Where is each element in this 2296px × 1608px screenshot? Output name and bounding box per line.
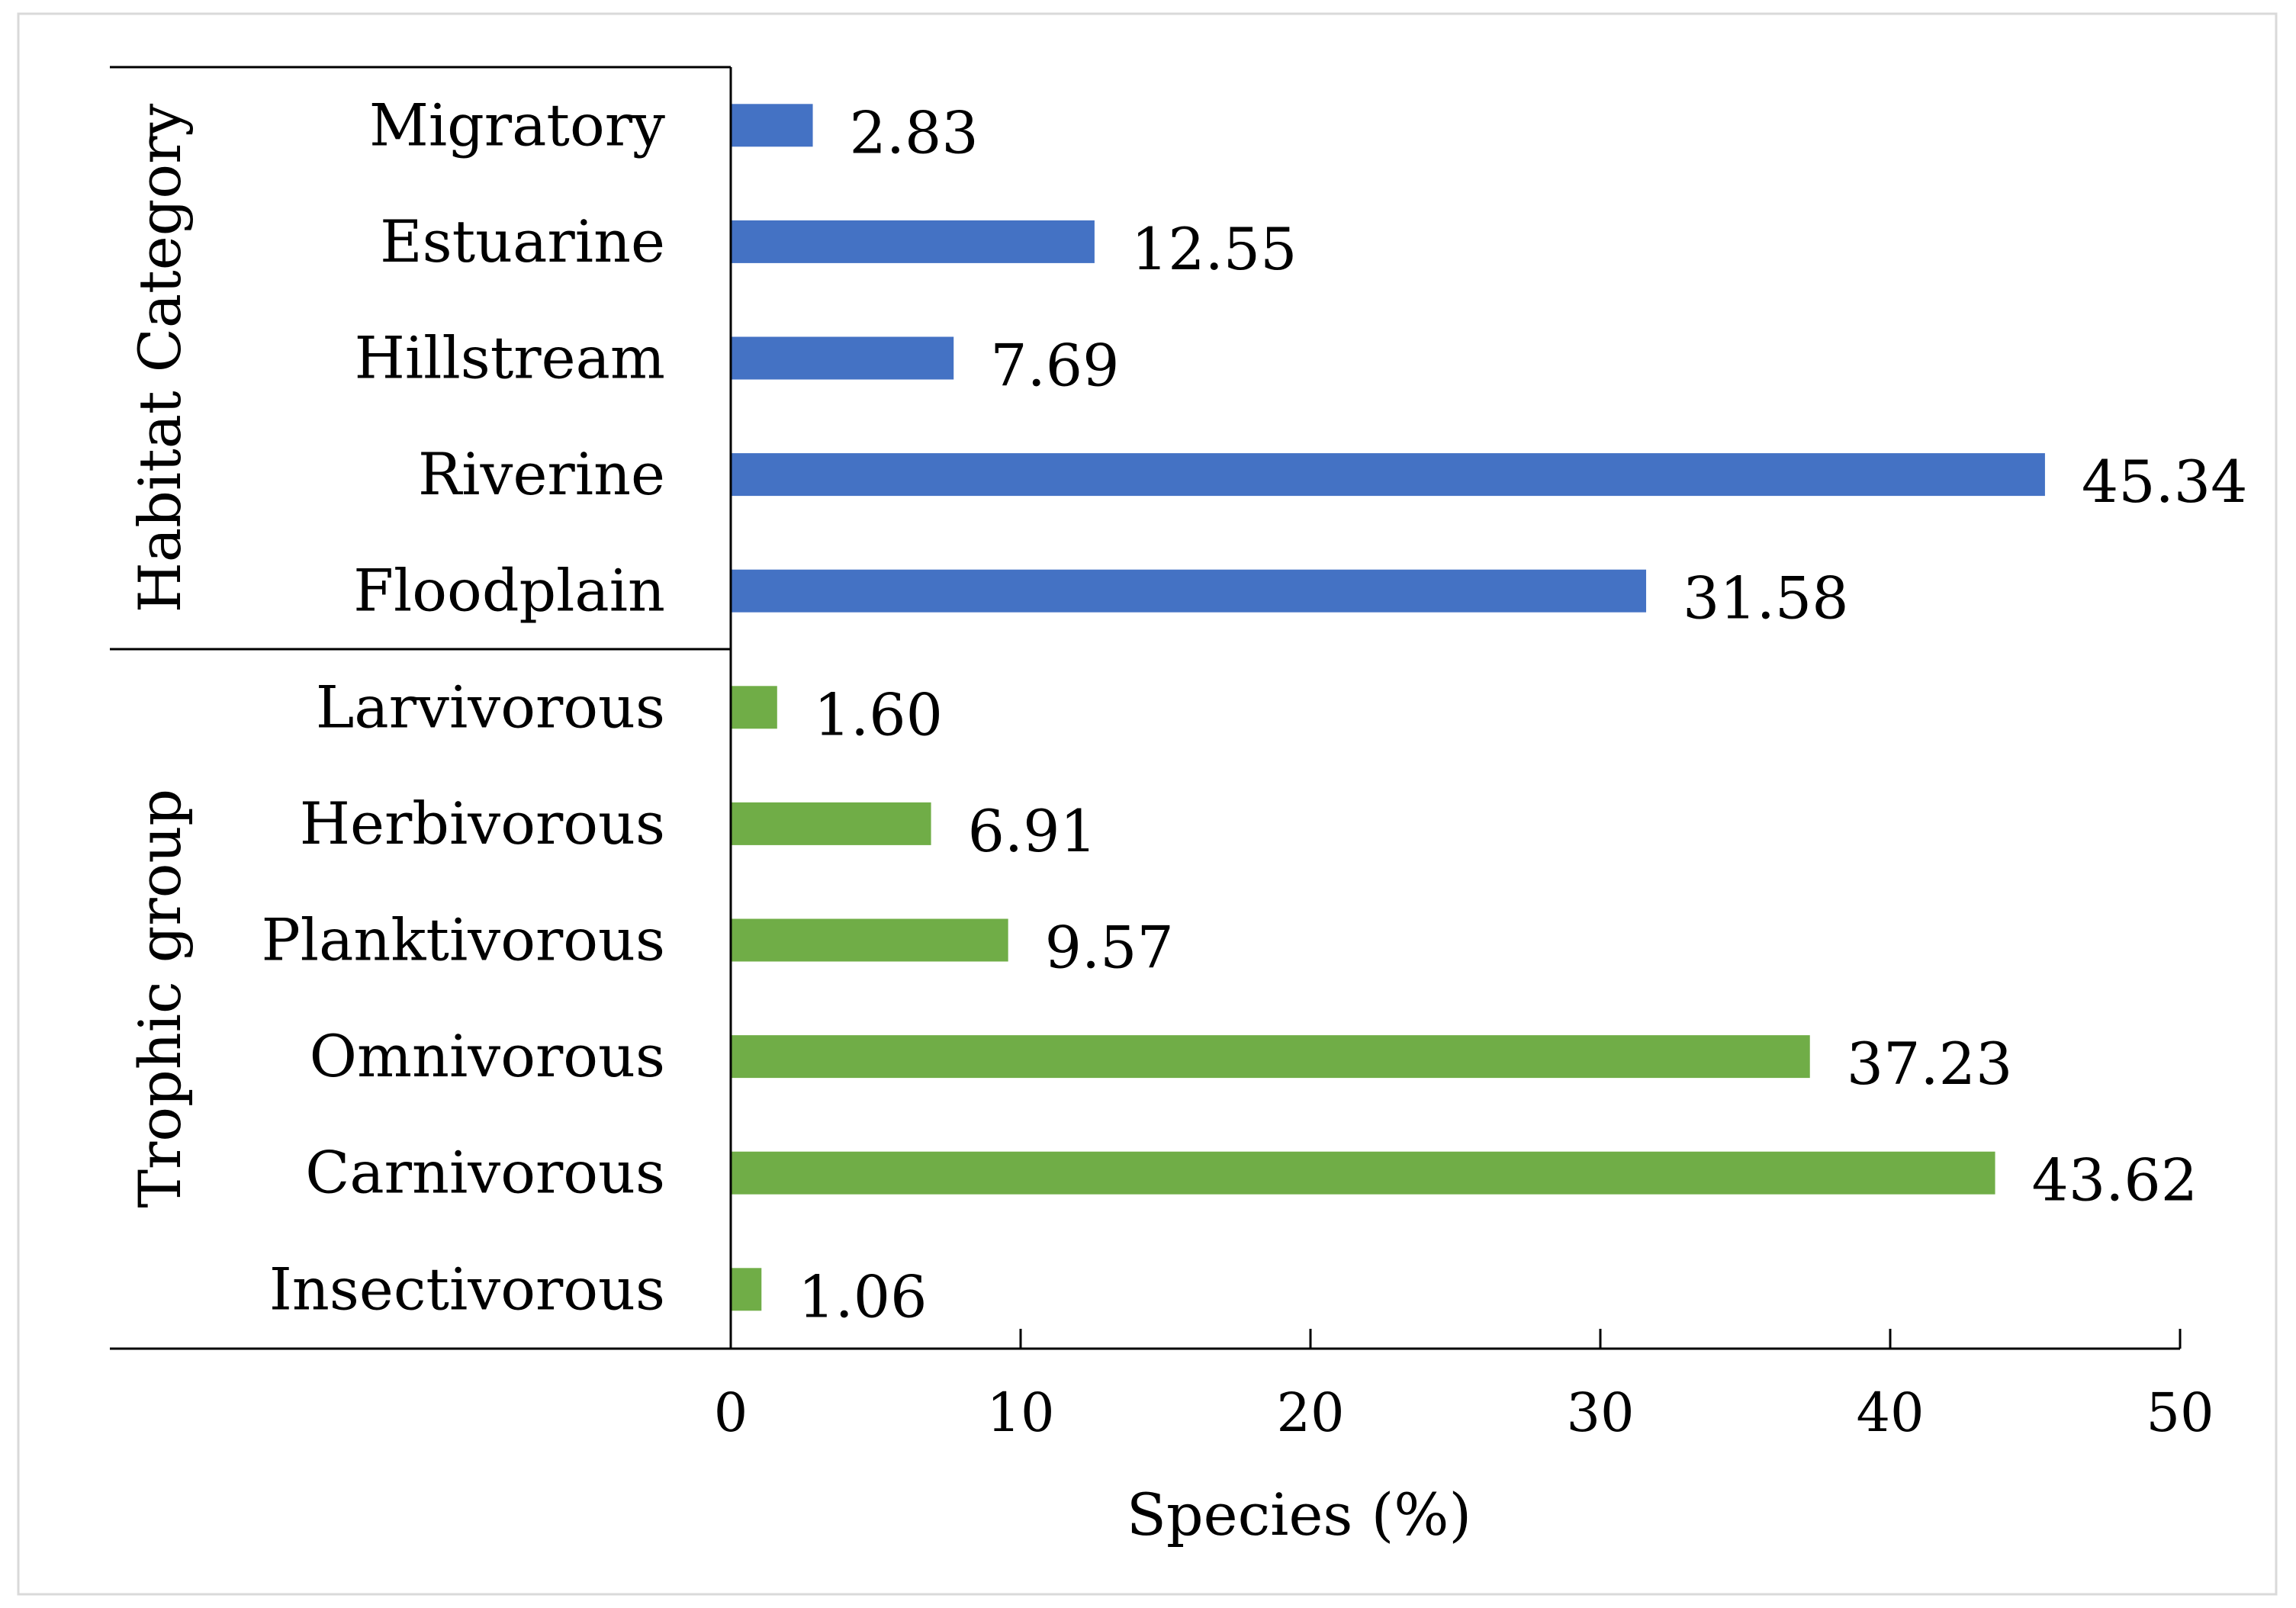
x-tick-label: 20 — [1276, 1381, 1344, 1444]
bar-riverine — [731, 453, 2045, 497]
data-label: 7.69 — [990, 332, 1119, 400]
x-tick-label: 10 — [986, 1381, 1054, 1444]
data-label: 43.62 — [2032, 1147, 2198, 1214]
data-label: 9.57 — [1045, 914, 1174, 982]
category-label: Planktivorous — [262, 906, 665, 974]
data-label: 31.58 — [1683, 564, 1849, 632]
bar-estuarine — [731, 220, 1095, 263]
category-label: Omnivorous — [310, 1022, 665, 1090]
data-label: 1.60 — [814, 680, 943, 748]
bar-insectivorous — [731, 1268, 762, 1311]
category-label: Floodplain — [353, 557, 665, 625]
category-label: Riverine — [418, 440, 665, 508]
group-label: Trophic group — [126, 789, 194, 1208]
data-label: 12.55 — [1131, 215, 1298, 283]
x-axis-label: Species (%) — [1127, 1481, 1471, 1549]
bar-floodplain — [731, 569, 1647, 613]
bar-larvivorous — [731, 686, 777, 729]
category-label: Estuarine — [380, 207, 665, 275]
group-label: Habitat Category — [126, 104, 194, 613]
category-label: Carnivorous — [305, 1139, 665, 1207]
category-label: Herbivorous — [300, 790, 665, 857]
data-label: 45.34 — [2082, 448, 2248, 516]
category-label: Insectivorous — [269, 1255, 665, 1323]
data-label: 37.23 — [1847, 1030, 2013, 1098]
data-label: 1.06 — [798, 1262, 927, 1330]
bar-hillstream — [731, 336, 954, 380]
bar-carnivorous — [731, 1151, 1995, 1195]
x-tick-label: 50 — [2146, 1381, 2214, 1444]
category-label: Hillstream — [355, 324, 665, 392]
figure-border — [17, 12, 2278, 1596]
x-tick-label: 30 — [1566, 1381, 1634, 1444]
category-label: Migratory — [369, 91, 665, 159]
data-label: 6.91 — [968, 797, 1097, 865]
x-tick-label: 0 — [714, 1381, 748, 1444]
data-label: 2.83 — [850, 98, 979, 166]
category-label: Larvivorous — [316, 673, 665, 741]
bar-herbivorous — [731, 802, 931, 845]
bar-planktivorous — [731, 918, 1008, 962]
bar-migratory — [731, 104, 813, 147]
bar-omnivorous — [731, 1035, 1810, 1079]
x-tick-label: 40 — [1856, 1381, 1924, 1444]
